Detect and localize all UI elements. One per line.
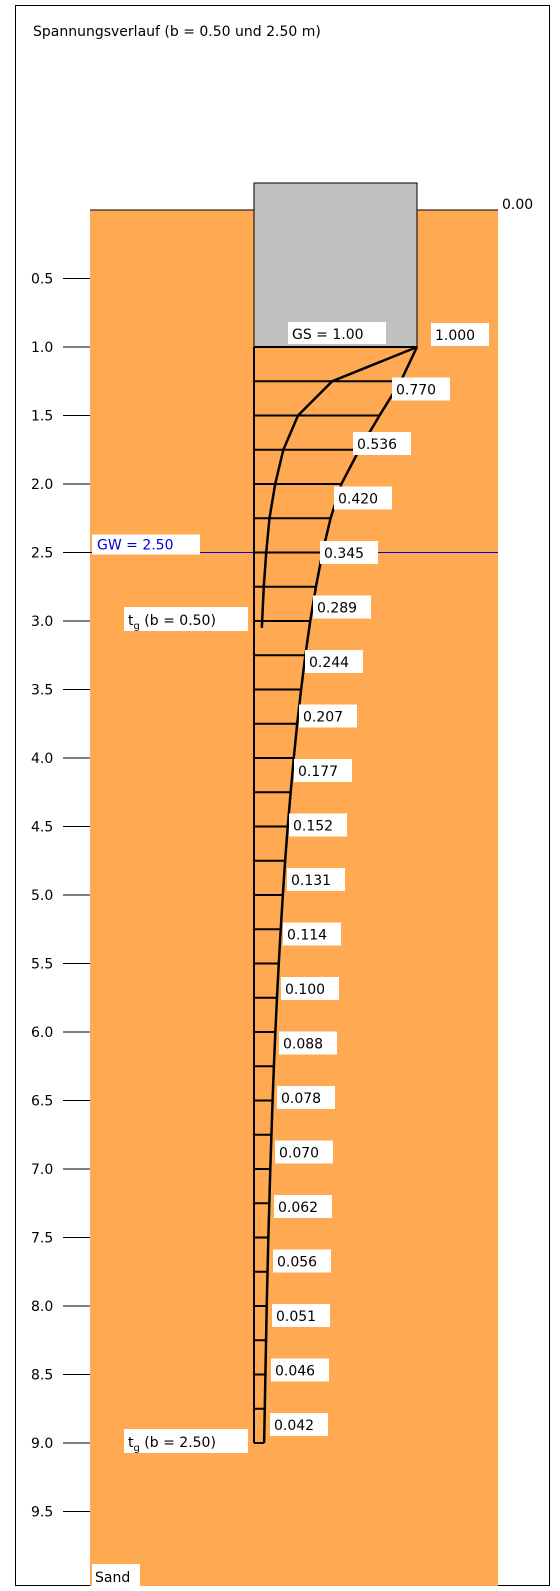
depth-tick-label: 2.5 bbox=[31, 546, 53, 562]
stress-value-label: 0.100 bbox=[285, 982, 325, 998]
value-label-bg bbox=[273, 1249, 331, 1273]
value-label-bg bbox=[313, 595, 371, 619]
stress-value-label: 0.042 bbox=[274, 1418, 314, 1434]
stress-value-label: 0.070 bbox=[279, 1146, 319, 1162]
groundwater-label: GW = 2.50 bbox=[97, 538, 174, 554]
stress-value-label: 1.000 bbox=[435, 328, 475, 344]
tg-label-b250: tg (b = 2.50) bbox=[128, 1435, 216, 1454]
stress-value-label: 0.420 bbox=[338, 492, 378, 508]
stress-value-label: 0.078 bbox=[281, 1091, 321, 1107]
depth-tick-label: 0.5 bbox=[31, 272, 53, 288]
value-label-bg bbox=[299, 704, 357, 728]
soil-layer bbox=[90, 210, 498, 1586]
depth-tick-label: 3.0 bbox=[31, 614, 53, 630]
foundation-label: GS = 1.00 bbox=[292, 327, 364, 343]
depth-tick-label: 1.0 bbox=[31, 340, 53, 356]
depth-tick-label: 3.5 bbox=[31, 683, 53, 699]
value-label-bg bbox=[294, 759, 352, 782]
value-label-bg bbox=[277, 1086, 335, 1109]
value-label-bg bbox=[334, 486, 392, 510]
stress-curve-b250 bbox=[262, 346, 419, 1444]
stress-value-label: 0.131 bbox=[291, 873, 331, 889]
stress-value-label: 0.244 bbox=[309, 655, 349, 671]
stress-value-label: 0.207 bbox=[303, 710, 343, 726]
depth-tick-label: 7.5 bbox=[31, 1231, 53, 1247]
stress-value-label: 0.177 bbox=[298, 764, 338, 780]
soil-name-label: Sand bbox=[95, 1570, 130, 1586]
soil-name-bg bbox=[92, 1564, 140, 1586]
stress-value-label: 0.152 bbox=[293, 819, 333, 835]
stress-value-label: 0.046 bbox=[275, 1364, 315, 1380]
tg-label-b050: tg (b = 0.50) bbox=[128, 613, 216, 632]
depth-tick-label: 4.5 bbox=[31, 820, 53, 836]
value-label-bg bbox=[320, 541, 378, 564]
value-label-bg bbox=[279, 1031, 337, 1055]
tg-label-b050-bg bbox=[124, 607, 248, 631]
value-label-bg bbox=[431, 323, 489, 346]
foundation-label-bg bbox=[288, 322, 386, 344]
depth-tick-label: 9.5 bbox=[31, 1505, 53, 1521]
depth-tick-label: 7.0 bbox=[31, 1162, 53, 1178]
depth-tick-label: 6.5 bbox=[31, 1094, 53, 1110]
value-label-bg bbox=[392, 377, 450, 401]
value-label-bg bbox=[270, 1413, 328, 1436]
stress-value-label: 0.051 bbox=[276, 1309, 316, 1325]
depth-tick-label: 1.5 bbox=[31, 409, 53, 425]
surface-depth-label: 0.00 bbox=[502, 197, 533, 213]
value-label-bg bbox=[281, 977, 339, 1000]
groundwater-label-bg bbox=[92, 534, 200, 555]
value-label-bg bbox=[283, 922, 341, 946]
value-label-bg bbox=[275, 1140, 333, 1164]
stress-value-label: 0.289 bbox=[317, 601, 357, 617]
stress-value-label: 0.114 bbox=[287, 928, 327, 944]
value-label-bg bbox=[289, 813, 347, 837]
tg-label-b250-bg bbox=[124, 1429, 248, 1453]
value-label-bg bbox=[271, 1358, 329, 1382]
stress-value-label: 0.062 bbox=[278, 1200, 318, 1216]
chart-title: Spannungsverlauf (b = 0.50 und 2.50 m) bbox=[33, 24, 321, 40]
depth-tick-label: 8.5 bbox=[31, 1368, 53, 1384]
value-label-bg bbox=[287, 868, 345, 891]
depth-tick-label: 9.0 bbox=[31, 1436, 53, 1452]
value-label-bg bbox=[305, 650, 363, 673]
depth-tick-label: 5.0 bbox=[31, 888, 53, 904]
depth-tick-label: 2.0 bbox=[31, 477, 53, 493]
depth-tick-label: 8.0 bbox=[31, 1299, 53, 1315]
value-label-bg bbox=[274, 1195, 332, 1218]
stress-value-label: 0.770 bbox=[396, 383, 436, 399]
stress-value-label: 0.056 bbox=[277, 1255, 317, 1271]
depth-tick-label: 4.0 bbox=[31, 751, 53, 767]
stress-value-label: 0.345 bbox=[324, 546, 364, 562]
stress-value-label: 0.536 bbox=[357, 437, 397, 453]
value-label-bg bbox=[353, 432, 411, 455]
depth-tick-label: 6.0 bbox=[31, 1025, 53, 1041]
stress-curve-b050 bbox=[260, 345, 418, 628]
stress-value-label: 0.088 bbox=[283, 1037, 323, 1053]
depth-tick-label: 5.5 bbox=[31, 957, 53, 973]
value-label-bg bbox=[272, 1304, 330, 1327]
